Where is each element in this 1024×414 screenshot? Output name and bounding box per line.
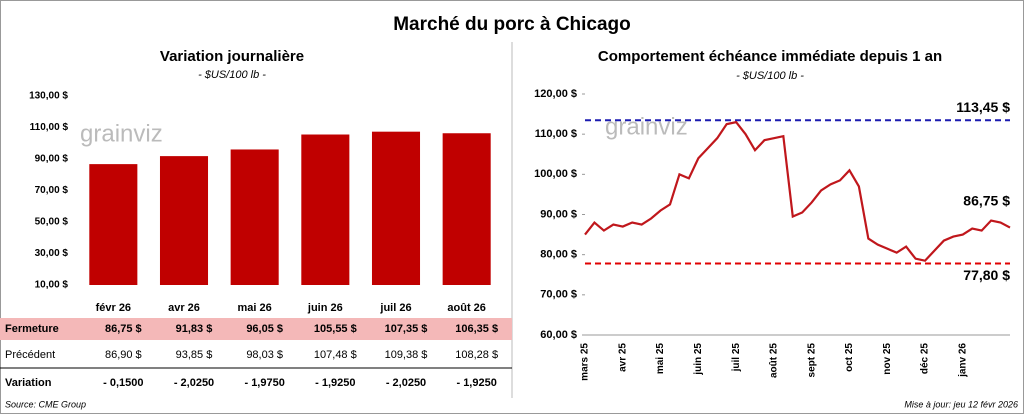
- bar: [371, 131, 421, 285]
- x-tick-label: nov 25: [882, 343, 893, 375]
- y-tick-label: 60,00 $: [540, 329, 577, 341]
- y-tick-label: 120,00 $: [534, 88, 577, 100]
- table-cell: 105,55 $: [314, 323, 357, 335]
- y-tick-label: 70,00 $: [35, 185, 69, 196]
- x-tick-label: avr 25: [617, 343, 628, 372]
- reference-label: 77,80 $: [963, 267, 1010, 283]
- y-tick-label: 50,00 $: [35, 217, 69, 228]
- y-tick-label: 90,00 $: [540, 208, 577, 220]
- y-tick-label: 130,00 $: [29, 91, 68, 102]
- row-label: Précédent: [5, 349, 55, 361]
- x-tick-label: août 25: [769, 343, 780, 378]
- y-tick-label: 110,00 $: [30, 122, 69, 133]
- reference-label: 113,45 $: [956, 99, 1010, 115]
- x-tick-label: juin 26: [307, 302, 343, 314]
- chart-title: Variation journalière: [160, 48, 304, 65]
- x-tick-label: juin 25: [693, 343, 704, 376]
- y-tick-label: 90,00 $: [35, 154, 69, 165]
- y-tick-label: 30,00 $: [35, 248, 69, 259]
- x-tick-label: avr 26: [168, 302, 200, 314]
- table-cell: - 2,0250: [386, 377, 426, 389]
- page-title: Marché du porc à Chicago: [393, 14, 631, 35]
- row-label: Variation: [5, 377, 52, 389]
- table-cell: - 1,9750: [244, 377, 284, 389]
- table-cell: 93,85 $: [176, 349, 213, 361]
- table-cell: 86,75 $: [105, 323, 142, 335]
- y-tick-label: 110,00 $: [535, 128, 577, 140]
- table-cell: 107,48 $: [314, 349, 357, 361]
- bar: [159, 156, 209, 285]
- x-tick-label: août 26: [447, 302, 486, 314]
- bar: [301, 134, 350, 285]
- watermark: grainviz: [80, 120, 163, 147]
- table-cell: 108,28 $: [455, 349, 498, 361]
- value-label: 86,75 $: [963, 192, 1010, 208]
- chart-subtitle: - $US/100 lb -: [736, 70, 804, 82]
- x-tick-label: févr 26: [96, 302, 131, 314]
- x-tick-label: mars 25: [580, 343, 591, 381]
- y-tick-label: 80,00 $: [540, 249, 577, 261]
- x-tick-label: juil 26: [379, 302, 411, 314]
- table-cell: 106,35 $: [455, 323, 498, 335]
- table-cell: - 2,0250: [174, 377, 214, 389]
- table-cell: 91,83 $: [176, 323, 213, 335]
- y-tick-label: 100,00 $: [534, 168, 577, 180]
- x-tick-label: mai 26: [238, 302, 272, 314]
- bar: [89, 164, 138, 285]
- x-tick-label: oct 25: [844, 343, 855, 372]
- y-tick-label: 70,00 $: [540, 289, 577, 301]
- x-tick-label: mai 25: [655, 343, 666, 375]
- bar: [442, 133, 491, 285]
- x-tick-label: sept 25: [806, 343, 817, 378]
- source: Source: CME Group: [5, 399, 86, 409]
- table-cell: 109,38 $: [385, 349, 428, 361]
- bar: [230, 149, 279, 285]
- table-cell: 96,05 $: [246, 323, 283, 335]
- x-tick-label: janv 26: [957, 343, 968, 378]
- table-cell: 107,35 $: [385, 323, 428, 335]
- row-label: Fermeture: [5, 323, 59, 335]
- update-date: Mise à jour: jeu 12 févr 2026: [904, 399, 1018, 409]
- watermark: grainviz: [605, 113, 688, 140]
- row-highlight: [0, 318, 512, 340]
- chart-subtitle: - $US/100 lb -: [198, 69, 266, 81]
- chart-title: Comportement échéance immédiate depuis 1…: [598, 48, 942, 65]
- table-cell: 98,03 $: [246, 349, 283, 361]
- x-tick-label: déc 25: [920, 343, 931, 375]
- table-cell: - 1,9250: [456, 377, 496, 389]
- table-cell: - 0,1500: [103, 377, 143, 389]
- table-cell: - 1,9250: [315, 377, 355, 389]
- line-series: [584, 120, 1011, 262]
- table-cell: 86,90 $: [105, 349, 142, 361]
- x-tick-label: juil 25: [731, 343, 742, 373]
- y-tick-label: 10,00 $: [35, 280, 69, 291]
